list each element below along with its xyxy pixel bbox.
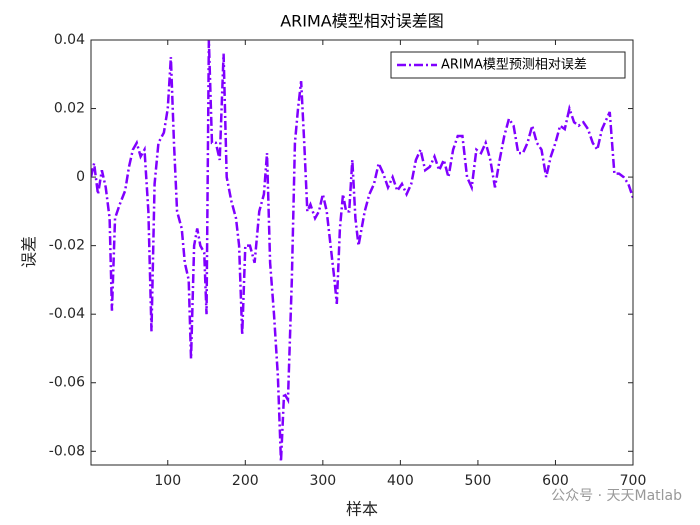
x-tick-label: 300 [309,473,336,489]
y-tick-label: -0.04 [49,306,85,322]
legend-label: ARIMA模型预测相对误差 [441,58,587,73]
plot-frame [90,39,634,466]
x-tick-label: 200 [232,473,259,489]
x-tick-label: 600 [542,473,569,489]
y-tick-label: 0.04 [54,32,85,48]
y-tick-label: 0.02 [54,101,85,117]
x-tick-label: 400 [387,473,414,489]
y-tick-label: 0 [76,169,85,185]
watermark: 公众号 · 天天Matlab [551,488,682,504]
chart-title: ARIMA模型相对误差图 [280,12,444,31]
y-tick-label: -0.06 [49,375,85,391]
y-axis-label: 误差 [20,236,39,268]
x-tick-label: 700 [620,473,647,489]
x-tick-label: 500 [465,473,492,489]
x-axis-label: 样本 [346,500,378,519]
data-line [91,40,633,462]
y-tick-label: -0.02 [49,238,85,254]
x-tick-label: 100 [154,473,181,489]
y-tick-label: -0.08 [49,443,85,459]
legend-box [390,51,626,79]
